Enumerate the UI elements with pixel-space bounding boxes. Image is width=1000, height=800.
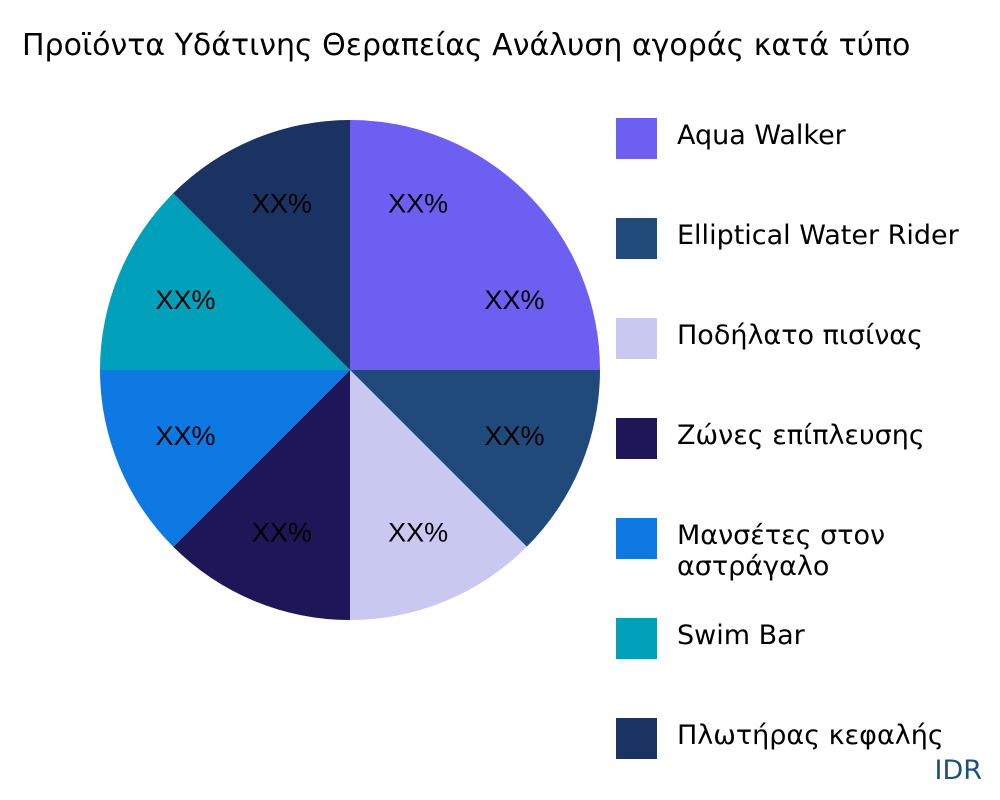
watermark-logo: IDR: [934, 755, 982, 786]
legend-swatch: [616, 318, 657, 359]
pie-slice-label-1: XX%: [484, 421, 544, 451]
legend-label: Πλωτήρας κεφαλής: [677, 720, 944, 751]
pie-slice-label-2: XX%: [388, 518, 448, 548]
legend-label: Elliptical Water Rider: [677, 220, 959, 251]
legend-swatch: [616, 218, 657, 259]
legend-label: Swim Bar: [677, 620, 805, 651]
legend-swatch: [616, 518, 657, 559]
pie-slice-3: [173, 370, 350, 620]
legend-label: Ζώνες επίπλευσης: [677, 420, 925, 451]
pie-slice-0: [350, 120, 600, 370]
legend-item: Πλωτήρας κεφαλής: [616, 718, 977, 759]
pie-slice-label-5: XX%: [155, 285, 215, 315]
legend-item: Swim Bar: [616, 618, 977, 659]
pie-slices: [100, 120, 600, 620]
legend-label: Μανσέτες στον αστράγαλο: [677, 520, 886, 582]
pie-slice-6: [173, 120, 350, 370]
pie-slice-label-4: XX%: [155, 421, 215, 451]
legend-label: Ποδήλατο πισίνας: [677, 320, 923, 351]
pie-slice-label-3: XX%: [252, 518, 312, 548]
pie-slice-1: [350, 370, 600, 547]
pie-labels: XX% XX% XX% XX% XX% XX% XX% XX%: [155, 189, 544, 548]
legend-item: Aqua Walker: [616, 118, 977, 159]
legend-label: Aqua Walker: [677, 120, 846, 151]
legend-item: Ζώνες επίπλευσης: [616, 418, 977, 459]
pie-slice-4: [100, 370, 350, 547]
legend-swatch: [616, 118, 657, 159]
pie-slice-label-0-0: XX%: [388, 189, 448, 219]
legend-swatch: [616, 718, 657, 759]
pie-slice-label-6: XX%: [252, 189, 312, 219]
pie-slice-5: [100, 193, 350, 370]
legend-swatch: [616, 618, 657, 659]
legend-item: Elliptical Water Rider: [616, 218, 977, 259]
pie-slice-2: [350, 370, 527, 620]
legend-swatch: [616, 418, 657, 459]
legend-item: Μανσέτες στον αστράγαλο: [616, 518, 977, 582]
chart-title: Προϊόντα Υδάτινης Θεραπείας Ανάλυση αγορ…: [22, 28, 911, 63]
pie-slice-label-0-1: XX%: [484, 285, 544, 315]
legend-item: Ποδήλατο πισίνας: [616, 318, 977, 359]
